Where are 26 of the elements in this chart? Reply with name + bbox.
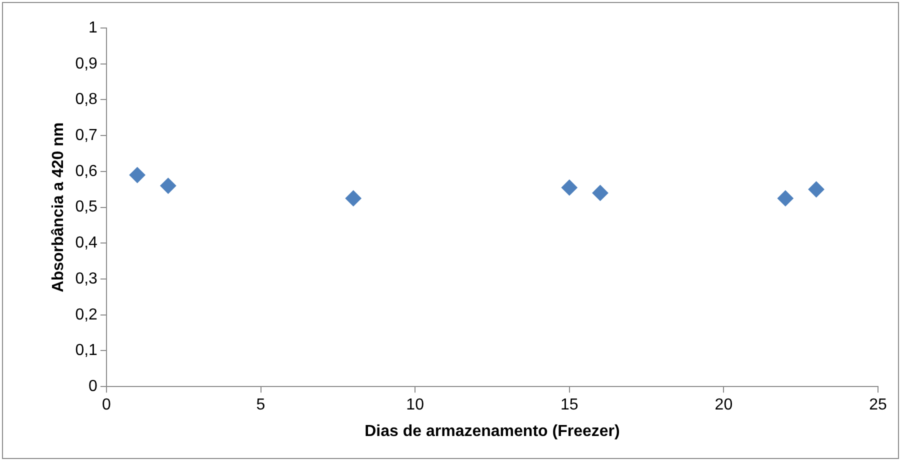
point: [777, 190, 794, 206]
y-tick-label: 0: [88, 378, 98, 396]
y-tick-label: 0,4: [75, 234, 98, 252]
y-tick-label: 0,3: [75, 270, 98, 288]
y-tick-label: 0,8: [75, 91, 98, 108]
y-axis-title: Absorbância a 420 nm: [50, 122, 68, 292]
y-tick-label: 0,9: [75, 55, 98, 72]
x-tick-label: 5: [256, 396, 266, 414]
x-tick-label: 10: [406, 396, 424, 414]
y-tick-label: 0,7: [75, 126, 98, 144]
y-tick-label: 0,6: [75, 162, 98, 180]
point: [808, 181, 824, 198]
x-tick-label: 20: [714, 396, 733, 414]
x-tick-label: 25: [869, 396, 887, 414]
x-tick-label: 15: [560, 396, 578, 414]
point: [561, 180, 578, 196]
point: [160, 178, 176, 194]
x-axis-title: Dias de armazenamento (Freezer): [364, 422, 620, 440]
point: [129, 167, 146, 184]
point: [592, 184, 608, 201]
y-tick-label: 0,5: [75, 198, 98, 216]
x-tick-label: 0: [102, 396, 111, 414]
y-tick-label: 0,1: [75, 342, 98, 360]
point: [345, 190, 362, 206]
y-tick-label: 0,2: [75, 306, 98, 324]
y-tick-label: 1: [88, 19, 98, 36]
